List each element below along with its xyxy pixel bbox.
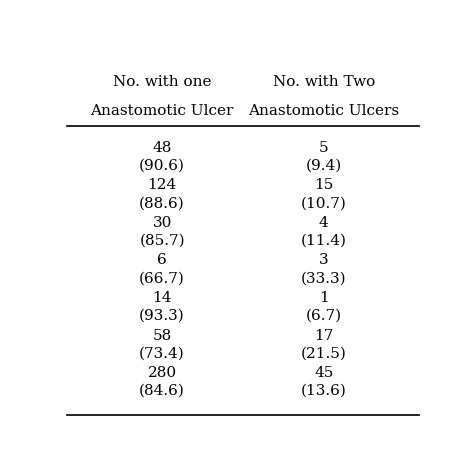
Text: (33.3): (33.3) [301, 272, 346, 285]
Text: 17: 17 [314, 328, 333, 343]
Text: 48: 48 [153, 141, 172, 155]
Text: 280: 280 [147, 366, 177, 380]
Text: 4: 4 [319, 216, 328, 230]
Text: (9.4): (9.4) [306, 159, 342, 173]
Text: Anastomotic Ulcers: Anastomotic Ulcers [248, 104, 399, 118]
Text: 5: 5 [319, 141, 328, 155]
Text: 58: 58 [153, 328, 172, 343]
Text: (13.6): (13.6) [301, 384, 346, 398]
Text: 45: 45 [314, 366, 333, 380]
Text: 3: 3 [319, 254, 328, 267]
Text: (21.5): (21.5) [301, 346, 346, 361]
Text: (90.6): (90.6) [139, 159, 185, 173]
Text: 14: 14 [152, 291, 172, 305]
Text: (93.3): (93.3) [139, 309, 185, 323]
Text: (6.7): (6.7) [306, 309, 342, 323]
Text: (88.6): (88.6) [139, 196, 185, 210]
Text: (84.6): (84.6) [139, 384, 185, 398]
Text: 15: 15 [314, 178, 333, 192]
Text: Anastomotic Ulcer: Anastomotic Ulcer [91, 104, 234, 118]
Text: No. with one: No. with one [113, 75, 211, 89]
Text: 6: 6 [157, 254, 167, 267]
Text: 30: 30 [153, 216, 172, 230]
Text: (66.7): (66.7) [139, 272, 185, 285]
Text: 124: 124 [147, 178, 177, 192]
Text: (11.4): (11.4) [301, 234, 347, 248]
Text: No. with Two: No. with Two [273, 75, 375, 89]
Text: (85.7): (85.7) [139, 234, 185, 248]
Text: (73.4): (73.4) [139, 346, 185, 361]
Text: 1: 1 [319, 291, 328, 305]
Text: (10.7): (10.7) [301, 196, 346, 210]
